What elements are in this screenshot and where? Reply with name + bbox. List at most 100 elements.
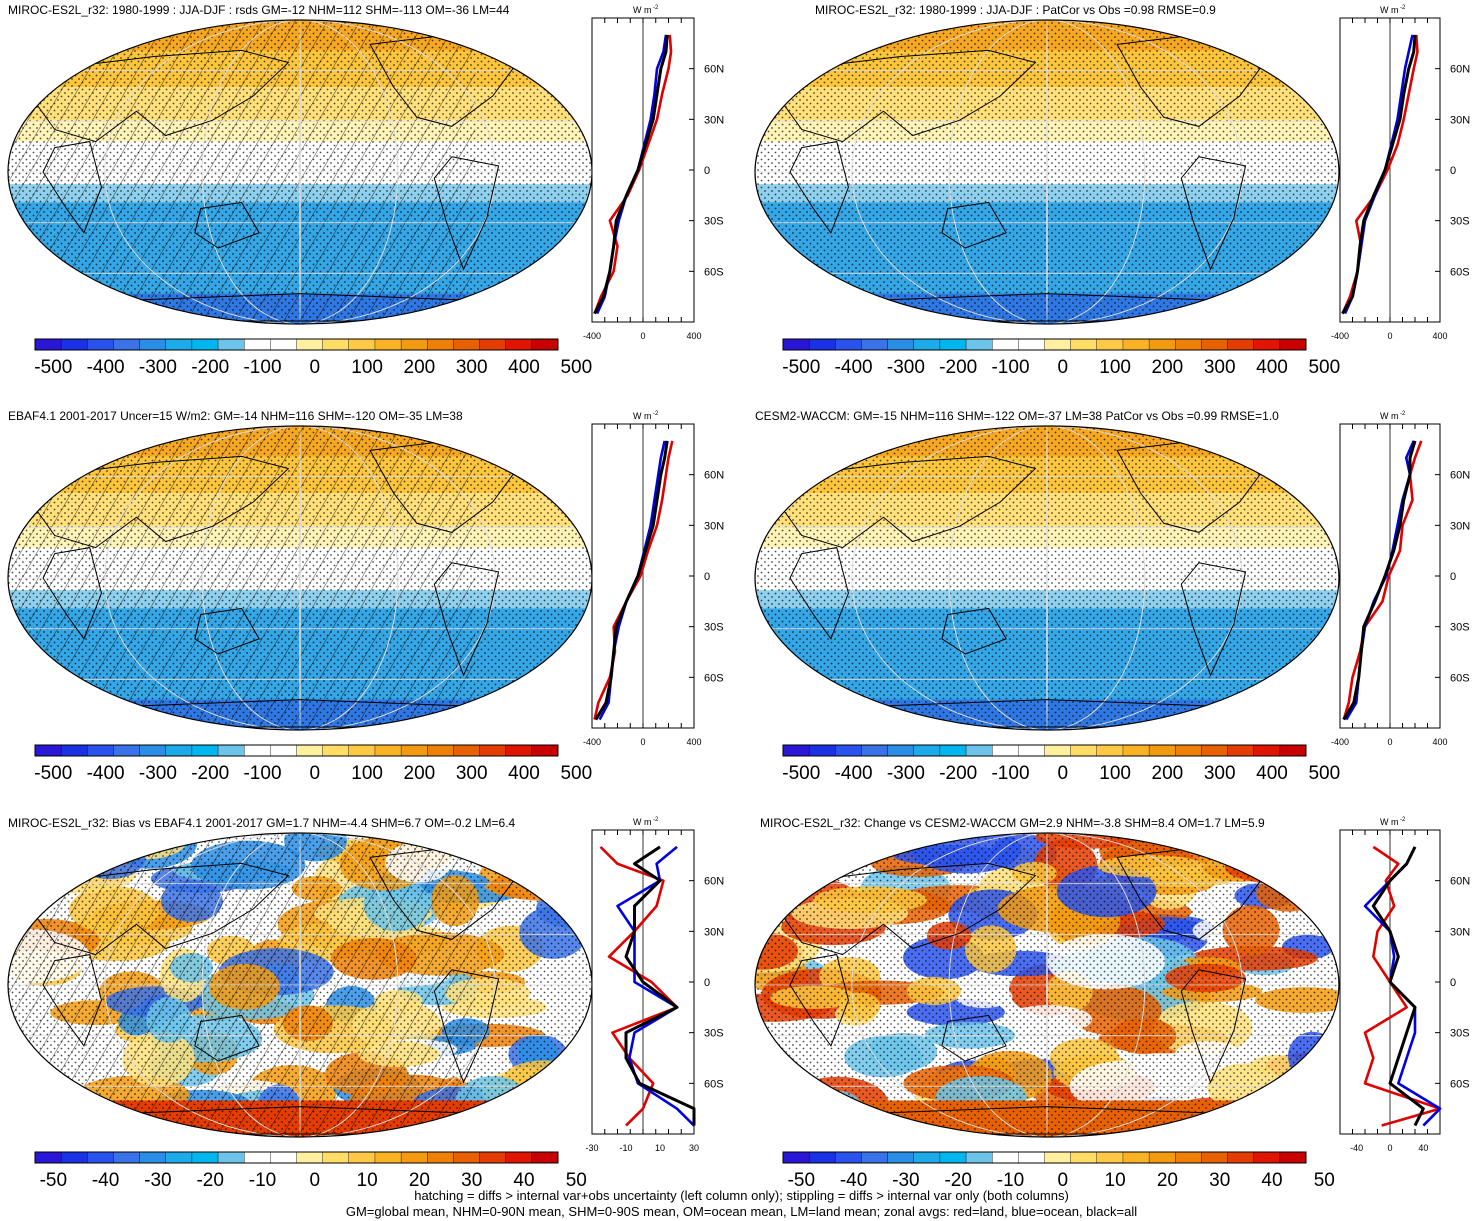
coastline — [36, 49, 290, 143]
colorbar-label: 200 — [404, 763, 436, 784]
colorbar-label: 50 — [1314, 1170, 1335, 1191]
colorbar-swatch — [453, 744, 481, 757]
colorbar-label: -200 — [939, 357, 977, 378]
lat-tick-label: 30N — [704, 520, 724, 532]
zonal-line-land — [599, 845, 679, 1127]
field-blob — [755, 833, 836, 856]
colorbar-label: 10 — [357, 1170, 378, 1191]
colorbar-label: -300 — [139, 357, 177, 378]
colorbar-label: 10 — [1105, 1170, 1126, 1191]
lat-tick-label: 30S — [704, 216, 724, 228]
colorbar-swatch — [505, 1151, 533, 1164]
panel-title-2: MIROC-ES2L_r32: 1980-1999 : JJA-DJF : Pa… — [815, 3, 1216, 17]
colorbar-swatch — [835, 338, 862, 351]
colorbar-swatch — [427, 338, 454, 351]
colorbar-swatch — [1253, 338, 1281, 351]
lat-tick-label: 0 — [704, 165, 710, 177]
x-tick-label: 0 — [1387, 737, 1392, 747]
colorbar-swatch — [782, 338, 810, 351]
colorbar-label: 200 — [404, 357, 436, 378]
colorbar-swatch — [782, 744, 810, 757]
colorbar-label: -300 — [887, 357, 925, 378]
units-exponent: -2 — [1400, 411, 1406, 417]
colorbar-swatch — [1070, 744, 1098, 757]
colorbar-label: -50 — [40, 1170, 67, 1191]
colorbar-swatch — [139, 1151, 167, 1164]
map-panel-5 — [7, 832, 593, 1138]
graticule-lon — [948, 833, 1146, 1137]
colorbar-swatch — [1018, 1151, 1045, 1164]
field-blob — [60, 833, 169, 856]
colorbar-swatch — [531, 744, 559, 757]
colorbar-swatch — [939, 744, 967, 757]
colorbar-label: -100 — [991, 357, 1029, 378]
units-exponent: -2 — [1400, 817, 1406, 823]
colorbar-swatch — [1201, 1151, 1229, 1164]
colorbar-swatch — [296, 744, 324, 757]
zonal-line-all — [1371, 846, 1425, 1127]
x-tick-label: -400 — [583, 737, 601, 747]
x-tick-label: -400 — [1331, 737, 1349, 747]
coastline — [941, 201, 1007, 249]
colorbar-frame — [34, 1151, 559, 1164]
colorbar-swatch — [243, 338, 271, 351]
coastline — [194, 607, 260, 655]
colorbar-label: -200 — [191, 357, 229, 378]
colorbar-swatch — [808, 338, 836, 351]
lat-tick-label: 0 — [1450, 977, 1456, 989]
units-label: W m — [633, 5, 652, 15]
colorbar-swatch — [60, 744, 88, 757]
colorbar-swatch — [139, 338, 167, 351]
zonal-plot-4: W m -2 60N 30N 0 30S 60S -400 0 400 — [1331, 411, 1470, 747]
colorbar-swatch — [1096, 1151, 1124, 1164]
lat-tick-label: 60S — [704, 1078, 724, 1090]
zonal-plot-1: W m -2 60N 30N 0 30S 60S -400 0 400 — [583, 5, 724, 341]
units-label: W m — [1380, 5, 1399, 15]
colorbar-label: -300 — [139, 763, 177, 784]
field-blob — [1278, 843, 1339, 882]
colorbar-swatch — [479, 1151, 507, 1164]
colorbar-swatch — [113, 338, 141, 351]
colorbar-label: -40 — [92, 1170, 119, 1191]
colorbar-swatch — [992, 744, 1019, 757]
colorbar-label: -40 — [840, 1170, 867, 1191]
lat-tick-label: 30N — [1450, 926, 1470, 938]
lat-tick-label: 30S — [704, 622, 724, 634]
colorbar-label: 200 — [1152, 357, 1184, 378]
colorbar-swatch — [505, 338, 533, 351]
zonal-plot-6: W m -2 60N 30N 0 30S 60S -40 0 40 — [1339, 817, 1470, 1153]
field-blob — [1258, 1102, 1337, 1124]
colorbar-swatch — [453, 1151, 481, 1164]
field-blob — [63, 1095, 109, 1130]
colorbar-swatch — [60, 338, 88, 351]
map-border — [754, 19, 1340, 325]
colorbar-label: 500 — [560, 357, 592, 378]
colorbar-label: 0 — [1058, 1170, 1069, 1191]
colorbar-swatch — [1175, 1151, 1202, 1164]
lat-tick-label: 30S — [1450, 216, 1470, 228]
colorbar-swatch — [191, 338, 219, 351]
colorbar-label: -500 — [34, 763, 72, 784]
lat-tick-label: 60S — [1450, 266, 1470, 278]
graticule-lon — [104, 20, 496, 324]
graticule-lon — [948, 20, 1146, 324]
map-panel-2 — [754, 19, 1340, 325]
lat-tick-label: 30N — [1450, 520, 1470, 532]
colorbar-swatch — [782, 1151, 810, 1164]
colorbar-swatch — [887, 744, 915, 757]
coastline — [783, 455, 1037, 549]
colorbar-swatch — [427, 744, 454, 757]
colorbar-swatch — [191, 1151, 219, 1164]
colorbar-label: 300 — [456, 357, 488, 378]
coastline — [1180, 969, 1247, 1084]
colorbar-swatch — [939, 1151, 967, 1164]
colorbar-swatch — [965, 744, 993, 757]
graticule-lon — [299, 20, 301, 324]
colorbar-label: 100 — [1099, 357, 1131, 378]
graticule-lon — [851, 20, 1243, 324]
units-exponent: -2 — [653, 5, 659, 11]
zonal-line-all — [593, 34, 669, 315]
colorbar-swatch — [913, 1151, 941, 1164]
colorbar-swatch — [400, 1151, 428, 1164]
graticule-lon — [201, 833, 399, 1137]
